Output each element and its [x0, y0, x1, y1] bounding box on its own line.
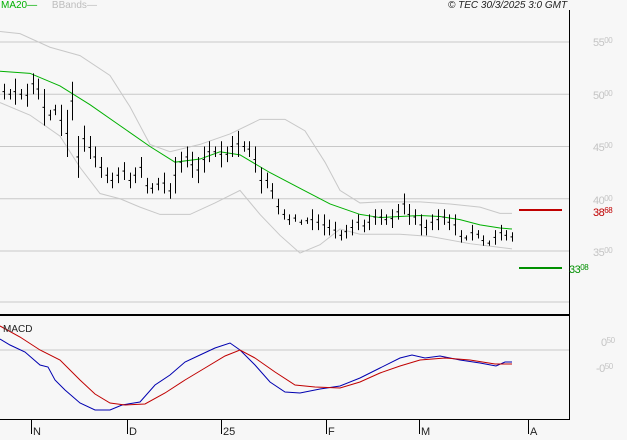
price-levels — [519, 209, 562, 269]
time-tick-label: A — [530, 426, 538, 438]
macd-title: MACD — [3, 324, 33, 335]
macd-lines — [0, 325, 512, 411]
support-label: 3308 — [569, 263, 589, 276]
resistance-label: 3868 — [593, 206, 613, 219]
copyright-timestamp: © TEC 30/3/2025 3:0 GMT — [448, 0, 568, 11]
legend-ma20: MA20— — [1, 0, 38, 11]
time-tick-label: N — [33, 426, 41, 438]
time-tick-label: D — [129, 426, 137, 438]
ohlc-bars — [2, 73, 513, 246]
chart-frame — [0, 10, 570, 434]
time-tick-label: F — [328, 426, 335, 438]
time-tick-label: 25 — [223, 426, 236, 438]
price-tick-label: 3500 — [593, 246, 613, 259]
price-tick-label: 4000 — [593, 194, 613, 207]
chart-legend: MA20— BBands— — [1, 0, 97, 12]
price-tick-label: 5500 — [593, 36, 613, 49]
macd-tick-label: 050 — [601, 336, 615, 349]
legend-bbands: BBands— — [51, 0, 97, 11]
price-tick-label: 5000 — [593, 89, 613, 102]
time-tick-label: M — [421, 426, 431, 438]
grid-lines — [0, 41, 569, 351]
bollinger-bands — [0, 31, 513, 254]
price-tick-label: 4500 — [593, 141, 613, 154]
macd-tick-label: -050 — [596, 362, 613, 375]
